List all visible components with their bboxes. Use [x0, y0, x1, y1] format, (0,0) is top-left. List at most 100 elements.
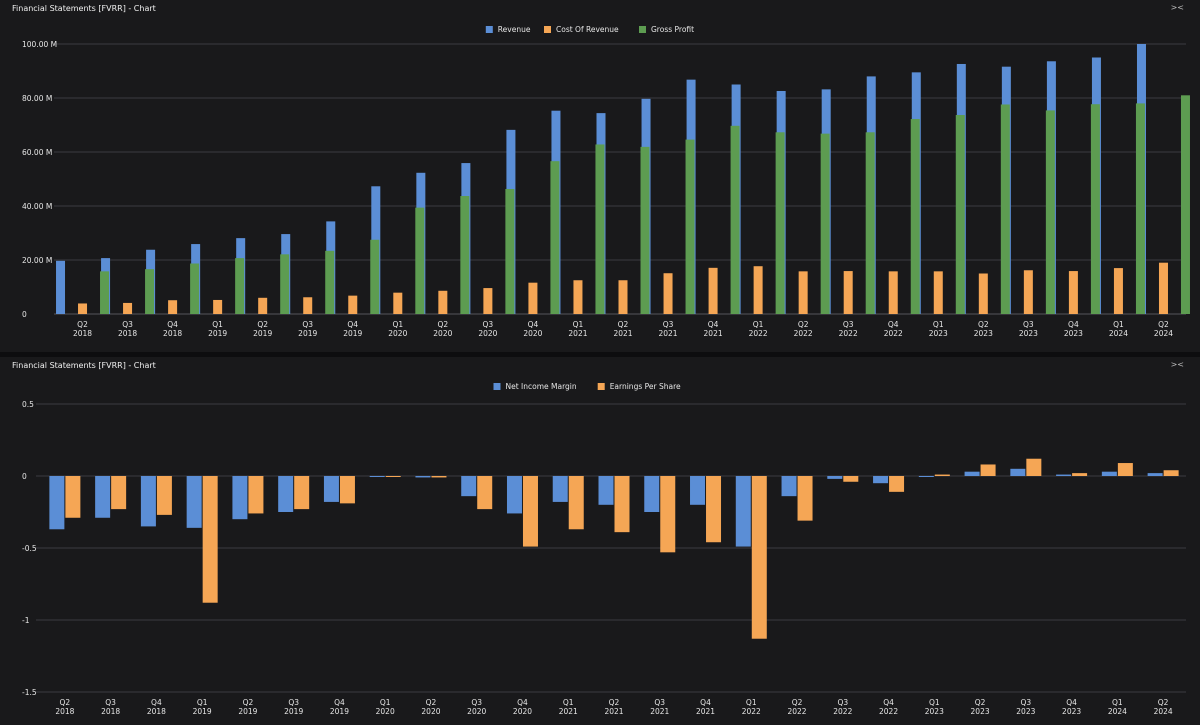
bar-cost-of-revenue [798, 271, 808, 314]
x-tick-label: Q3 [105, 698, 116, 707]
x-tick-label: Q4 [700, 698, 711, 707]
y-tick-label: 80.00 M [22, 94, 52, 103]
bar-cost-of-revenue [213, 299, 223, 314]
bar-gross-profit [730, 125, 740, 314]
bar-cost-of-revenue [1023, 270, 1033, 314]
bar-gross-profit [1045, 110, 1055, 314]
bar-gross-profit [775, 132, 785, 314]
legend-label: Net Income Margin [506, 382, 577, 391]
x-tick-label: Q3 [288, 698, 299, 707]
x-tick-label: Q3 [663, 320, 674, 329]
bar-net-income-margin [232, 476, 248, 520]
bar-gross-profit [1090, 104, 1100, 315]
x-tick-label: 2019 [330, 707, 349, 716]
x-tick-label: Q4 [708, 320, 719, 329]
bar-net-income-margin [644, 476, 660, 512]
bar-net-income-margin [369, 476, 385, 477]
x-tick-label: 2023 [1016, 707, 1035, 716]
bar-earnings-per-share [431, 476, 447, 478]
revenue-chart-panel: Financial Statements [FVRR] - Chart >< 0… [0, 0, 1200, 352]
x-tick-label: Q2 [609, 698, 620, 707]
legend-label: Revenue [498, 25, 531, 34]
bar-net-income-margin [827, 476, 843, 479]
x-tick-label: Q4 [517, 698, 528, 707]
bar-net-income-margin [781, 476, 797, 497]
x-tick-label: 2020 [388, 329, 407, 338]
bar-net-income-margin [461, 476, 477, 497]
x-tick-label: 2023 [1064, 329, 1083, 338]
bar-earnings-per-share [248, 476, 264, 514]
x-tick-label: 2020 [467, 707, 486, 716]
bar-earnings-per-share [339, 476, 355, 504]
bar-cost-of-revenue [438, 290, 448, 314]
x-tick-label: Q3 [1023, 320, 1034, 329]
x-tick-label: Q4 [167, 320, 178, 329]
x-tick-label: Q1 [197, 698, 208, 707]
x-tick-label: Q2 [257, 320, 268, 329]
x-tick-label: Q2 [798, 320, 809, 329]
y-tick-label: -0.5 [22, 544, 37, 553]
collapse-arrows-icon[interactable]: >< [1170, 3, 1184, 12]
bar-cost-of-revenue [978, 273, 988, 314]
x-tick-label: 2018 [55, 707, 74, 716]
x-tick-label: Q1 [573, 320, 584, 329]
x-tick-label: Q2 [243, 698, 254, 707]
bar-cost-of-revenue [753, 266, 763, 314]
bar-earnings-per-share [614, 476, 630, 533]
x-tick-label: Q2 [77, 320, 88, 329]
x-tick-label: Q3 [122, 320, 133, 329]
x-tick-label: 2022 [787, 707, 806, 716]
x-tick-label: 2018 [101, 707, 120, 716]
bar-cost-of-revenue [933, 271, 943, 314]
x-tick-label: 2022 [794, 329, 813, 338]
x-tick-label: 2022 [839, 329, 858, 338]
x-tick-label: 2022 [884, 329, 903, 338]
x-tick-label: Q3 [471, 698, 482, 707]
x-tick-label: 2024 [1154, 707, 1173, 716]
bar-gross-profit [235, 258, 245, 314]
bar-gross-profit [100, 271, 110, 314]
x-tick-label: Q3 [1020, 698, 1031, 707]
x-tick-label: Q3 [302, 320, 313, 329]
x-tick-label: 2023 [971, 707, 990, 716]
bar-net-income-margin [506, 476, 522, 514]
x-tick-label: 2021 [704, 329, 723, 338]
bar-cost-of-revenue [663, 273, 673, 314]
bar-gross-profit [595, 144, 605, 314]
bar-cost-of-revenue [303, 297, 313, 314]
bar-net-income-margin [552, 476, 568, 502]
bar-net-income-margin [918, 476, 934, 477]
y-tick-label: 40.00 M [22, 202, 52, 211]
bar-earnings-per-share [843, 476, 859, 482]
bar-net-income-margin [598, 476, 614, 505]
bar-gross-profit [955, 115, 965, 314]
bar-cost-of-revenue [573, 280, 583, 314]
x-tick-label: 2019 [343, 329, 362, 338]
legend-swatch [485, 26, 493, 33]
bar-cost-of-revenue [348, 295, 358, 314]
x-tick-label: 2020 [513, 707, 532, 716]
x-tick-label: Q4 [888, 320, 899, 329]
collapse-arrows-icon[interactable]: >< [1170, 360, 1184, 369]
bar-earnings-per-share [111, 476, 127, 510]
x-tick-label: Q2 [792, 698, 803, 707]
bar-net-income-margin [95, 476, 111, 518]
earnings-chart: 0.50-0.5-1-1.5Q22018Q32018Q42018Q12019Q2… [22, 382, 1186, 716]
bar-cost-of-revenue [483, 288, 493, 314]
x-tick-label: 2020 [421, 707, 440, 716]
x-tick-label: 2019 [298, 329, 317, 338]
bar-earnings-per-share [294, 476, 310, 510]
x-tick-label: Q3 [843, 320, 854, 329]
bar-earnings-per-share [1072, 473, 1088, 476]
bar-earnings-per-share [568, 476, 584, 530]
x-tick-label: Q3 [483, 320, 494, 329]
x-tick-label: Q4 [334, 698, 345, 707]
bar-gross-profit [505, 188, 515, 314]
x-tick-label: Q2 [426, 698, 437, 707]
bar-gross-profit [1180, 95, 1190, 314]
panel-title: Financial Statements [FVRR] - Chart [12, 4, 156, 13]
x-tick-label: Q3 [654, 698, 665, 707]
bar-gross-profit [685, 139, 695, 314]
x-tick-label: Q4 [528, 320, 539, 329]
bar-earnings-per-share [751, 476, 767, 639]
